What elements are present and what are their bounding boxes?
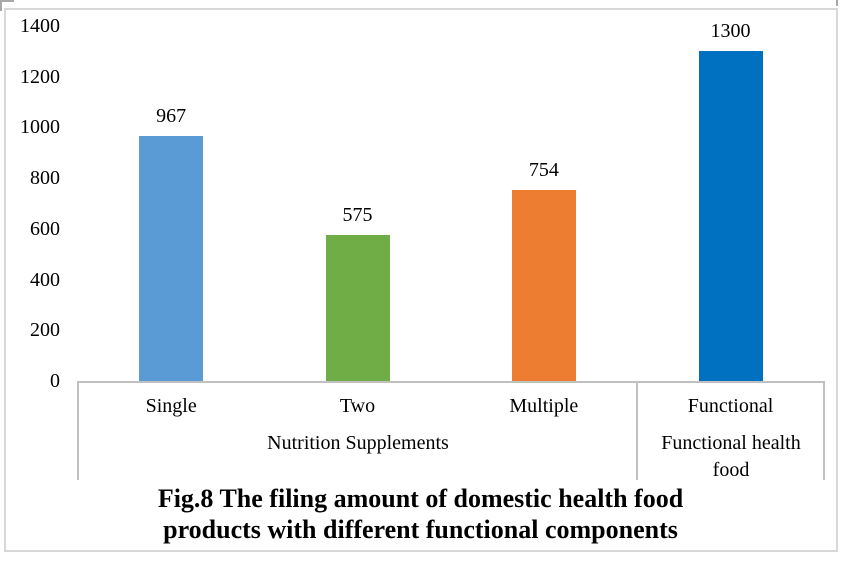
y-axis-tick-label: 0: [50, 370, 60, 392]
screen-artifact: [0, 0, 2, 11]
bar-value-label-two: 575: [342, 204, 373, 227]
category-separator-left: [77, 381, 79, 480]
y-axis-tick-label: 1200: [20, 65, 60, 88]
x-axis-line: [77, 381, 825, 383]
y-axis-tick-label: 600: [30, 217, 60, 240]
bar-multiple: [511, 189, 576, 381]
y-axis-tick-label: 400: [30, 268, 60, 291]
y-axis-tick-label: 200: [30, 319, 60, 342]
category-label-functional: Functional: [687, 395, 774, 417]
screen-artifact: [0, 0, 14, 2]
bar-two: [325, 235, 390, 381]
y-axis-tick-label: 1400: [20, 15, 60, 37]
y-axis-tick-label: 800: [30, 167, 60, 190]
bar-value-label-functional: 1300: [710, 20, 751, 43]
screen-artifact: [836, 0, 838, 6]
y-axis-tick-label: 1000: [20, 116, 60, 139]
category-separator-right: [823, 381, 825, 480]
figure-caption-line-2: products with different functional compo…: [163, 515, 678, 544]
category-label-two: Two: [339, 395, 376, 417]
bar-single: [139, 135, 204, 381]
category-separator-middle: [636, 381, 638, 480]
group-label-nutrition-supplements: Nutrition Supplements: [267, 432, 449, 454]
bar-value-label-single: 967: [156, 104, 187, 127]
category-label-multiple: Multiple: [509, 395, 579, 417]
category-label-single: Single: [145, 395, 197, 417]
figure-caption: Fig.8 The filing amount of domestic heal…: [0, 483, 841, 545]
figure-caption-line-1: Fig.8 The filing amount of domestic heal…: [157, 484, 684, 513]
bar-value-label-multiple: 754: [528, 158, 559, 181]
group-label-functional-health-food: Functional health food: [661, 432, 801, 481]
bar-functional: [698, 51, 763, 381]
